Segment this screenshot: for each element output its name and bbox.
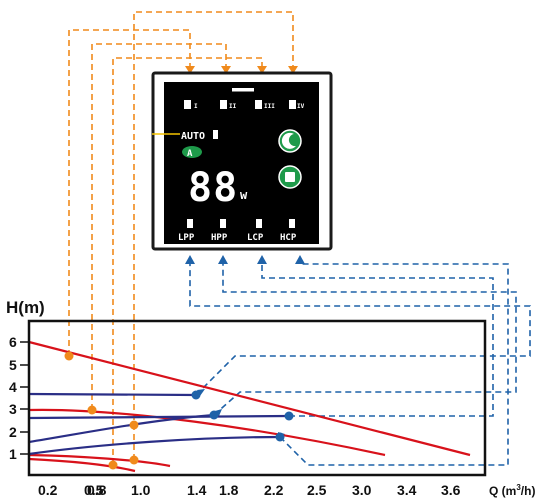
orange-callout-2 xyxy=(91,43,227,410)
blue-point-2 xyxy=(209,410,219,420)
indicator-4-label: IV xyxy=(297,103,305,110)
orange-point-1 xyxy=(64,351,74,361)
control-panel: I II III IV AUTO A 88 w xyxy=(151,71,333,251)
orange-point-2 xyxy=(87,405,97,415)
blue-point-1 xyxy=(191,390,201,400)
red-curve-low-2 xyxy=(28,457,136,473)
blue-callout-lcp xyxy=(261,262,494,417)
y-tick-marks xyxy=(20,341,29,455)
orange-arrowheads xyxy=(185,66,298,74)
chart-frame xyxy=(27,319,487,477)
mode-label-hcp: HCP xyxy=(280,233,297,243)
x-tick-2: 0.5 xyxy=(84,482,104,498)
power-unit: w xyxy=(240,188,248,202)
blue-curve-constant-mid xyxy=(28,414,290,420)
mode-label-hpp: HPP xyxy=(211,233,228,243)
y-tick-labels: 1 2 3 4 5 6 xyxy=(9,334,17,462)
x-tick-6: 1.8 xyxy=(219,482,239,498)
blue-point-4 xyxy=(275,432,285,442)
orange-arrow-4 xyxy=(288,66,298,74)
indicator-3-label: III xyxy=(264,103,275,110)
indicator-2-label: II xyxy=(229,103,237,110)
orange-points xyxy=(64,351,139,470)
orange-point-5 xyxy=(129,420,139,430)
x-axis-label-main: Q (m xyxy=(489,484,516,498)
x-axis-label-tail: /h) xyxy=(521,484,536,498)
blue-point-3 xyxy=(284,411,294,421)
orange-arrow-1 xyxy=(185,66,195,74)
x-axis-label-sup: 3 xyxy=(516,483,521,492)
orange-callout-4 xyxy=(133,11,294,460)
y-tick-4: 4 xyxy=(9,379,17,395)
y-tick-5: 5 xyxy=(9,357,17,373)
auto-badge-label: A xyxy=(187,149,193,159)
blue-arrow-lpp xyxy=(185,255,195,264)
blue-arrow-point-1 xyxy=(197,389,205,396)
x-tick-1: 0.2 xyxy=(38,482,58,498)
x-tick-7: 2.2 xyxy=(264,482,284,498)
red-curves xyxy=(28,340,471,473)
orange-point-4 xyxy=(129,455,139,465)
blue-arrow-hpp xyxy=(218,255,228,264)
auto-label: AUTO xyxy=(181,131,205,142)
x-tick-3: 1.4 xyxy=(187,482,207,498)
power-display: 88 xyxy=(188,165,238,211)
blue-curve-constant-high xyxy=(28,392,197,397)
y-tick-6: 6 xyxy=(9,334,17,350)
red-curve-mid xyxy=(28,408,386,457)
red-curve-low-1 xyxy=(28,453,171,468)
red-curve-max-speed xyxy=(28,340,471,457)
square-icon xyxy=(285,172,295,182)
x-tick-9: 3.0 xyxy=(352,482,372,498)
x-tick-5: 0.8 xyxy=(87,482,107,498)
orange-callout-lines xyxy=(68,11,294,465)
x-tick-labels: 0.2 0.5 1.4 1.0 0.8 1.8 2.2 2.5 3.0 3.4 … xyxy=(38,482,461,498)
auto-badge xyxy=(182,146,202,158)
blue-callout-hpp xyxy=(213,262,517,416)
x-axis-label: Q (m3/h) xyxy=(489,483,535,498)
orange-arrow-2 xyxy=(221,66,231,74)
blue-curve-proportional-low xyxy=(28,435,281,456)
x-tick-4: 1.0 xyxy=(131,482,151,498)
y-axis-label: H(m) xyxy=(6,298,45,317)
mode-label-lcp: LCP xyxy=(247,233,264,243)
top-indicators: I II III IV xyxy=(184,100,305,110)
indicator-3: III xyxy=(255,100,275,110)
x-tick-8: 2.5 xyxy=(307,482,327,498)
blue-points xyxy=(191,390,294,442)
blue-callout-lpp xyxy=(189,262,531,396)
orange-point-3 xyxy=(108,460,118,470)
mode-indicators: LPP HPP LCP HCP xyxy=(178,219,297,243)
y-tick-2: 2 xyxy=(9,424,17,440)
orange-arrow-3 xyxy=(257,66,267,74)
panel-top-bar xyxy=(232,88,254,92)
night-mode-button[interactable] xyxy=(278,129,302,153)
indicator-1-label: I xyxy=(194,103,198,110)
orange-callout-1 xyxy=(68,29,191,356)
blue-callout-lines xyxy=(189,262,531,466)
blue-curve-proportional-high xyxy=(28,413,215,444)
blue-arrow-lcp xyxy=(257,255,267,264)
moon-icon xyxy=(281,132,296,149)
orange-callout-3 xyxy=(112,57,263,465)
blue-arrow-point-2 xyxy=(215,409,222,416)
indicator-4: IV xyxy=(289,100,305,110)
x-tick-10: 3.4 xyxy=(397,482,417,498)
mode-label-lpp: LPP xyxy=(178,233,195,243)
y-tick-3: 3 xyxy=(9,401,17,417)
blue-arrow-hcp xyxy=(295,255,305,264)
auto-indicator xyxy=(213,130,218,139)
blue-curves xyxy=(28,392,290,456)
pump-curve-chart: H(m) 1 2 3 4 5 6 xyxy=(6,298,535,498)
blue-arrowheads xyxy=(185,255,305,439)
mode-button[interactable] xyxy=(278,165,302,189)
x-tick-11: 3.6 xyxy=(441,482,461,498)
y-tick-1: 1 xyxy=(9,446,17,462)
indicator-1: I xyxy=(184,100,198,110)
indicator-2: II xyxy=(220,100,237,110)
blue-callout-hcp xyxy=(279,262,509,466)
